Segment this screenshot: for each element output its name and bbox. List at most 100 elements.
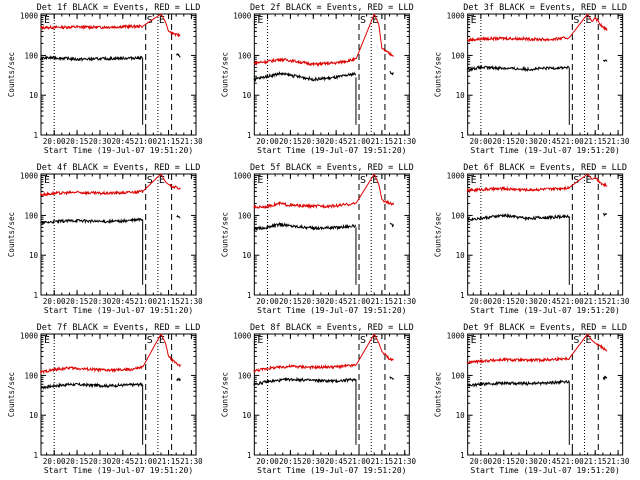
y-axis-label: Counts/sec [220,212,229,257]
y-tick-label: 1 [247,291,252,300]
x-tick-label: 20:00 [43,457,66,466]
y-tick-label: 100 [451,51,465,60]
lld-series-line [40,173,181,197]
detector-plot-6: Det 6f BLACK = Events, RED = LLD 1 10 100 10… [434,163,630,315]
x-tick-label: 21:00 [561,137,584,146]
y-axis-label: Counts/sec [7,372,16,417]
x-tick-label: 21:00 [134,457,157,466]
y-tick-label: 1 [33,451,38,460]
plot-frame [40,13,197,136]
x-tick-label: 20:45 [325,297,348,306]
y-tick-label: 100 [451,211,465,220]
plot-title: Det 8f BLACK = Events, RED = LLD [250,323,414,333]
plot-title: Det 7f BLACK = Events, RED = LLD [37,323,201,333]
events-series-line [467,375,608,388]
time-marker-annotation: E [372,175,378,186]
time-marker-annotation: S [573,175,579,186]
y-tick-label: 1000 [20,172,39,181]
x-tick-label: 20:45 [112,297,135,306]
x-tick-label: 21:30 [180,297,203,306]
time-marker-annotation: E [471,175,477,186]
y-tick-label: 1000 [20,12,39,21]
x-tick-label: 21:00 [561,297,584,306]
x-tick-label: 21:15 [371,137,394,146]
y-tick-label: 10 [242,91,252,100]
x-tick-label: 20:00 [43,297,66,306]
y-tick-label: 100 [24,371,38,380]
y-tick-label: 10 [456,251,466,260]
x-tick-label: 20:30 [302,457,325,466]
plot-frame [253,13,410,136]
x-tick-label: 20:15 [66,457,89,466]
x-tick-label: 20:30 [515,137,538,146]
events-series-line [253,70,394,83]
time-marker-annotation: S [147,335,153,346]
x-tick-label: 20:30 [515,297,538,306]
plot-frame [467,173,624,296]
x-tick-label: 20:15 [66,137,89,146]
x-axis-label: Start Time (19-Jul-07 19:51:20) [471,466,620,475]
x-tick-label: 21:00 [348,457,371,466]
time-marker-annotation: S [360,335,366,346]
x-tick-label: 21:15 [584,457,607,466]
y-axis-label: Counts/sec [220,372,229,417]
y-tick-label: 10 [29,91,39,100]
time-marker-annotation: E [257,15,263,26]
events-series-line [40,53,181,62]
x-tick-label: 20:45 [112,137,135,146]
x-tick-label: 21:00 [134,137,157,146]
y-tick-label: 1000 [447,332,466,341]
x-tick-label: 20:45 [325,137,348,146]
x-tick-label: 20:00 [256,137,279,146]
detector-plot-7: Det 7f BLACK = Events, RED = LLD 1 10 100 10… [7,323,203,475]
y-axis-label: Counts/sec [434,212,443,257]
x-tick-label: 20:00 [256,297,279,306]
lld-series-line [40,13,181,38]
x-tick-label: 20:45 [325,457,348,466]
x-tick-label: 21:15 [157,297,180,306]
y-axis-label: Counts/sec [220,52,229,97]
lld-series-line [40,333,181,375]
detector-plot-2: Det 2f BLACK = Events, RED = LLD 1 10 100 10… [220,3,416,155]
detector-plot-5: Det 5f BLACK = Events, RED = LLD 1 10 100 10… [220,163,416,315]
x-tick-label: 21:15 [157,457,180,466]
x-tick-label: 20:00 [470,137,493,146]
y-axis-label: Counts/sec [7,52,16,97]
x-tick-label: 20:00 [470,297,493,306]
y-tick-label: 10 [29,251,39,260]
time-marker-annotation: E [586,175,592,186]
plot-title: Det 2f BLACK = Events, RED = LLD [250,3,414,13]
x-tick-label: 21:15 [584,297,607,306]
plot-frame [40,333,197,456]
x-axis-label: Start Time (19-Jul-07 19:51:20) [471,146,620,155]
time-marker-annotation: E [159,175,165,186]
plot-title: Det 6f BLACK = Events, RED = LLD [463,163,627,173]
y-tick-label: 100 [451,371,465,380]
y-tick-label: 10 [456,411,466,420]
x-tick-label: 21:30 [180,137,203,146]
events-series-line [253,221,395,232]
x-tick-label: 21:15 [157,137,180,146]
y-tick-label: 1 [460,131,465,140]
x-tick-label: 20:00 [256,457,279,466]
x-axis-label: Start Time (19-Jul-07 19:51:20) [257,146,406,155]
plot-title: Det 5f BLACK = Events, RED = LLD [250,163,414,173]
detector-plot-9: Det 9f BLACK = Events, RED = LLD 1 10 100 10… [434,323,630,475]
plot-title: Det 3f BLACK = Events, RED = LLD [463,3,627,13]
time-marker-annotation: E [159,15,165,26]
y-tick-label: 1000 [447,172,466,181]
x-tick-label: 20:00 [470,457,493,466]
x-tick-label: 20:15 [492,297,515,306]
x-tick-label: 20:45 [538,297,561,306]
y-tick-label: 1 [460,291,465,300]
lld-series-line [466,13,608,43]
lld-series-line [253,173,395,210]
x-tick-label: 21:15 [371,297,394,306]
time-marker-annotation: E [44,15,50,26]
time-marker-annotation: E [159,335,165,346]
y-tick-label: 10 [242,411,252,420]
x-tick-label: 20:15 [492,457,515,466]
events-series-line [253,376,395,386]
y-tick-label: 10 [29,411,39,420]
y-axis-label: Counts/sec [7,212,16,257]
